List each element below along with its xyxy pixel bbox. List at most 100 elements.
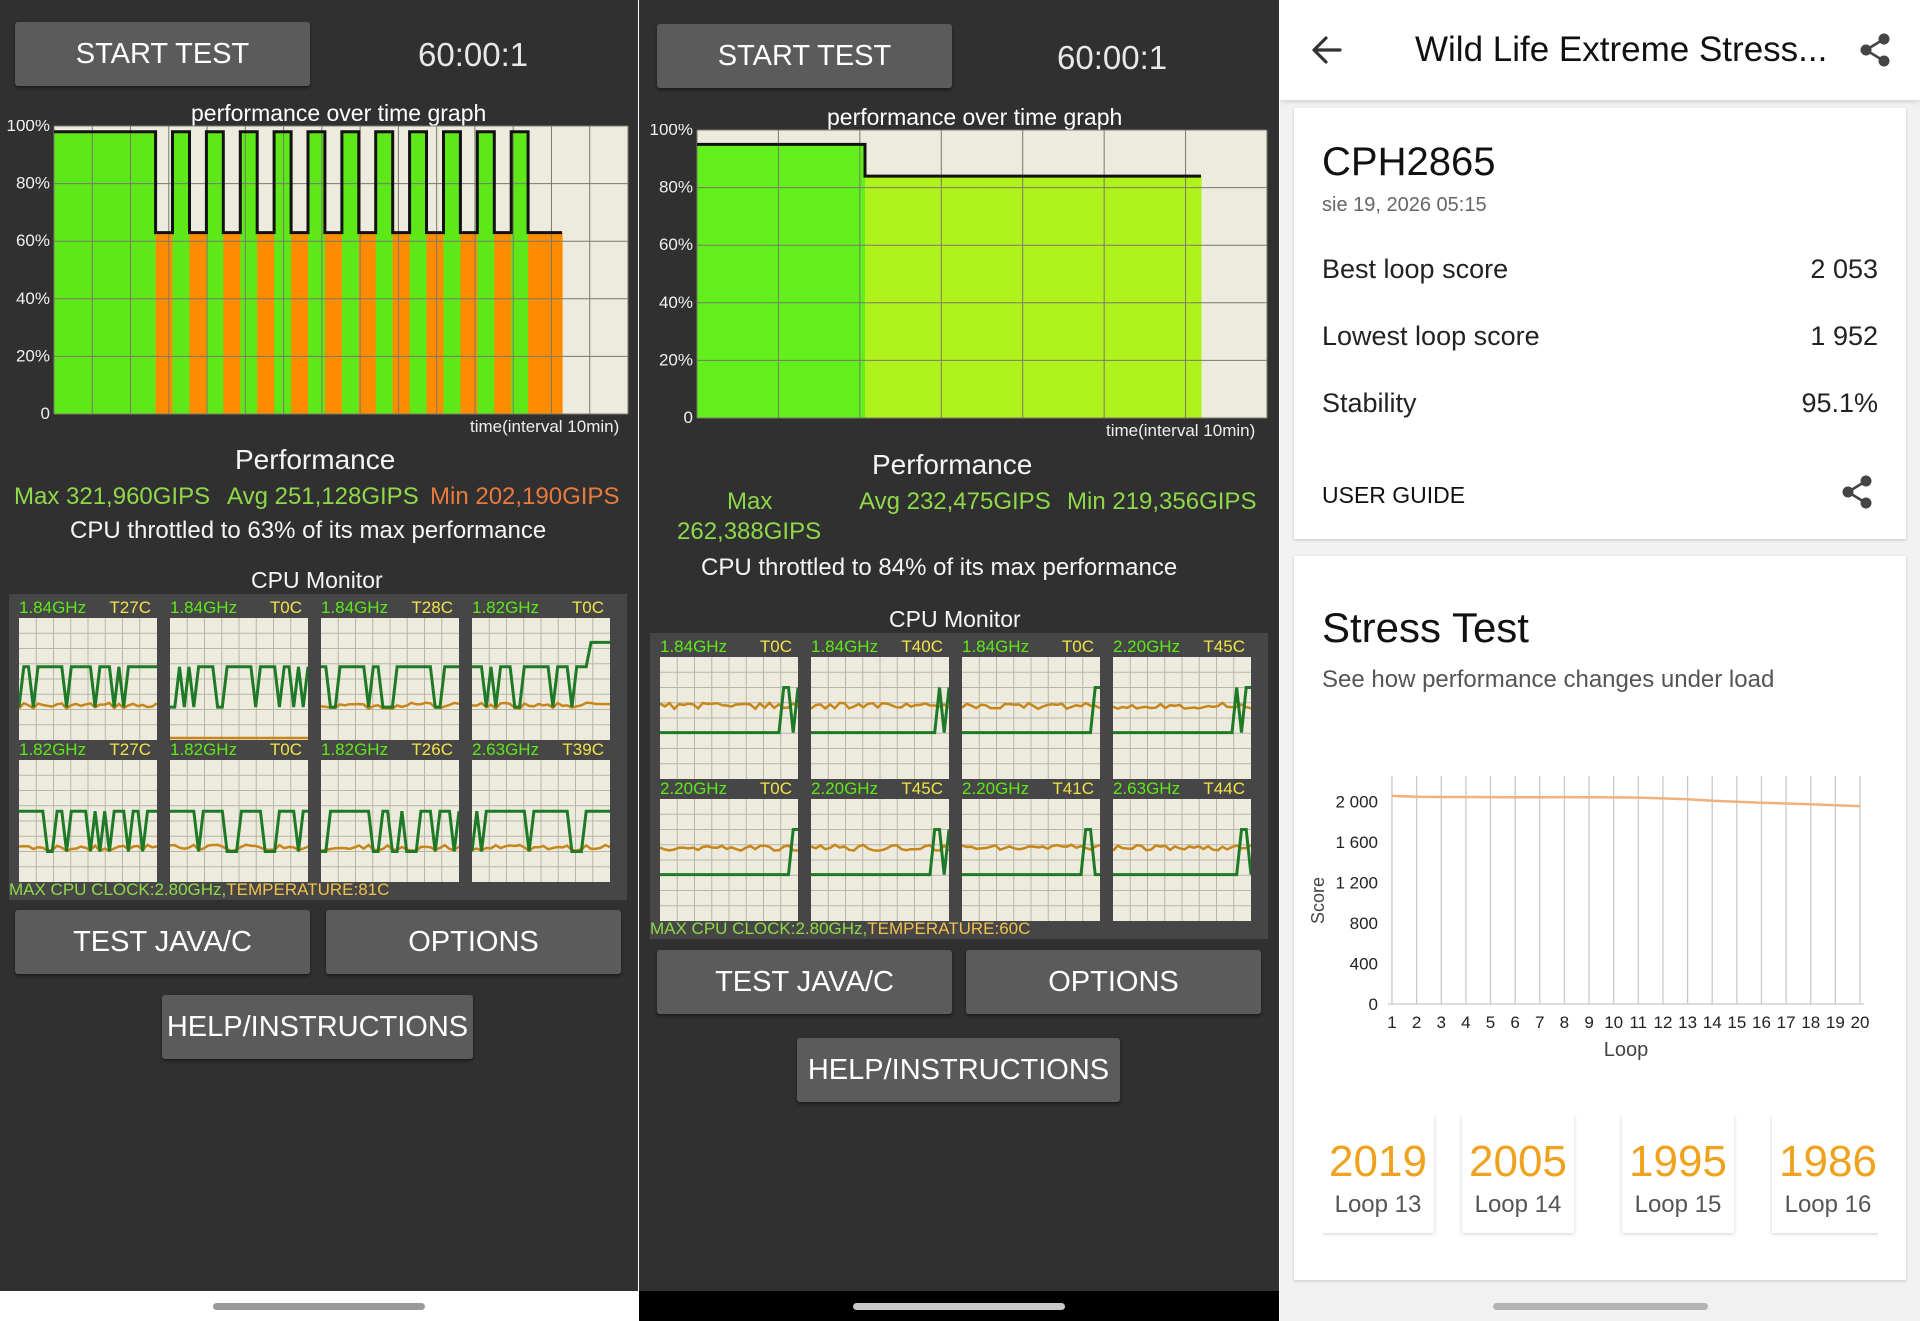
performance-bar	[477, 131, 495, 414]
performance-bar	[1050, 176, 1061, 418]
cpu-core-monitor: 2.20GHz T41C	[962, 779, 1100, 921]
performance-bar	[873, 176, 884, 418]
x-tick-label: 1	[1387, 1013, 1396, 1032]
cpu-core-frequency: 1.84GHz	[321, 598, 389, 617]
left-app-panel: START TEST 60:00:1 performance over time…	[0, 0, 638, 1321]
options-button[interactable]: OPTIONS	[966, 950, 1261, 1014]
temperature-trace	[19, 701, 157, 711]
cpu-core-graph	[472, 618, 610, 740]
performance-line	[54, 130, 562, 235]
performance-bar	[865, 176, 875, 418]
loop-score: 1995	[1629, 1137, 1727, 1186]
x-tick-label: 19	[1826, 1013, 1845, 1032]
test-java-button[interactable]: TEST JAVA/C	[657, 950, 952, 1014]
loop-score-card[interactable]: 1986 Loop 16	[1772, 1115, 1878, 1233]
best-loop-label: Best loop score	[1322, 254, 1509, 284]
performance-bar	[189, 232, 207, 414]
cpu-core-monitor: 1.84GHz T27C	[19, 598, 157, 740]
home-handle[interactable]	[1492, 1302, 1708, 1310]
loop-label: Loop 13	[1334, 1191, 1422, 1218]
performance-bar	[223, 232, 241, 414]
cpu-clock-footer: MAX CPU CLOCK:2.80GHz,TEMPERATURE:60C	[650, 919, 1030, 939]
y-tick-label: 40%	[659, 293, 693, 312]
performance-bar	[944, 176, 955, 418]
performance-bar	[1024, 176, 1034, 418]
x-tick-label: 13	[1678, 1013, 1697, 1032]
performance-title: Performance	[235, 444, 396, 475]
cpu-temperature: TEMPERATURE:60C	[867, 919, 1031, 938]
performance-bar	[1174, 176, 1184, 418]
performance-bar	[87, 131, 106, 414]
performance-bar	[900, 176, 910, 418]
cpu-core-graph	[1113, 657, 1251, 779]
performance-bar	[528, 232, 546, 414]
share-icon[interactable]	[1840, 474, 1876, 510]
home-handle[interactable]	[213, 1302, 425, 1310]
avg-stat: Avg 232,475GIPS	[859, 488, 1051, 515]
y-axis-label: Score	[1308, 877, 1328, 924]
max-cpu-clock: MAX CPU CLOCK:2.80GHz,	[9, 880, 227, 899]
performance-bar	[838, 144, 848, 418]
cpu-monitor-grid: 1.84GHz T0C 1.84GHz T40C 1.84GHz T0C 2.20GHz T4…	[650, 633, 1268, 939]
start-test-button[interactable]: START TEST	[15, 22, 310, 86]
performance-bar	[935, 176, 946, 418]
y-tick-label: 80%	[16, 174, 50, 193]
frequency-trace	[660, 828, 798, 877]
performance-bar	[997, 176, 1008, 418]
loop-score-card[interactable]: 2005 Loop 14	[1462, 1115, 1574, 1233]
y-tick-label: 0	[684, 408, 693, 424]
x-tick-label: 6	[1510, 1013, 1519, 1032]
user-guide-link[interactable]: USER GUIDE	[1322, 482, 1466, 508]
frequency-trace	[472, 809, 610, 853]
performance-bar	[891, 176, 901, 418]
y-tick-label: 20%	[659, 350, 693, 369]
cpu-core-monitor: 2.63GHz T39C	[472, 740, 610, 882]
cpu-core-graph	[660, 799, 798, 921]
help-instructions-button[interactable]: HELP/INSTRUCTIONS	[162, 995, 473, 1059]
cpu-monitor-title: CPU Monitor	[889, 606, 1021, 632]
cpu-core-temperature: T0C	[269, 598, 302, 617]
performance-bar	[104, 131, 123, 414]
cpu-core-graph	[170, 618, 308, 740]
performance-bar	[1183, 176, 1193, 418]
options-button[interactable]: OPTIONS	[326, 910, 621, 974]
cpu-core-monitor: 1.82GHz T27C	[19, 740, 157, 882]
frequency-trace	[962, 828, 1100, 877]
performance-bar	[308, 131, 326, 414]
min-stat: Min 202,190GIPS	[430, 483, 620, 510]
graph-x-label: time(interval 10min)	[1106, 421, 1256, 440]
test-java-button[interactable]: TEST JAVA/C	[15, 910, 310, 974]
x-tick-label: 11	[1629, 1013, 1647, 1032]
cpu-monitor-grid: 1.84GHz T27C 1.84GHz T0C 1.84GHz T28C 1.82GHz T…	[9, 594, 627, 900]
cpu-core-temperature: T0C	[759, 779, 792, 798]
cpu-core-monitor: 2.20GHz T45C	[811, 779, 949, 921]
cpu-core-monitor: 2.20GHz T45C	[1113, 637, 1251, 779]
loop-score-card[interactable]: 2019 Loop 13	[1322, 1115, 1434, 1233]
help-instructions-button[interactable]: HELP/INSTRUCTIONS	[797, 1038, 1120, 1102]
cpu-core-frequency: 2.20GHz	[660, 779, 728, 798]
cpu-core-graph	[321, 618, 459, 740]
home-handle[interactable]	[853, 1302, 1065, 1310]
performance-bar	[545, 232, 563, 414]
loop-score-card[interactable]: 1995 Loop 15	[1622, 1115, 1734, 1233]
stress-test-card: Stress Test See how performance changes …	[1294, 556, 1906, 1280]
cpu-core-frequency: 1.82GHz	[170, 740, 238, 759]
performance-bar	[274, 131, 292, 414]
cpu-core-graph	[811, 657, 949, 779]
performance-bar	[820, 144, 831, 418]
stability-label: Stability	[1322, 388, 1417, 418]
performance-bar	[785, 144, 795, 418]
start-test-button[interactable]: START TEST	[657, 24, 952, 88]
performance-bar	[460, 232, 478, 414]
y-tick-label: 40%	[16, 289, 50, 308]
cpu-core-frequency: 1.84GHz	[19, 598, 87, 617]
performance-bar	[341, 131, 360, 414]
cpu-core-temperature: T26C	[411, 740, 453, 759]
performance-graph: 100% 80% 60% 40% 20% 0	[650, 124, 1268, 424]
frequency-trace	[321, 665, 459, 709]
cpu-core-graph	[962, 657, 1100, 779]
nav-bar	[0, 1291, 638, 1321]
share-icon[interactable]	[1858, 32, 1894, 68]
performance-bar	[138, 131, 157, 414]
back-arrow-icon[interactable]	[1310, 33, 1344, 67]
